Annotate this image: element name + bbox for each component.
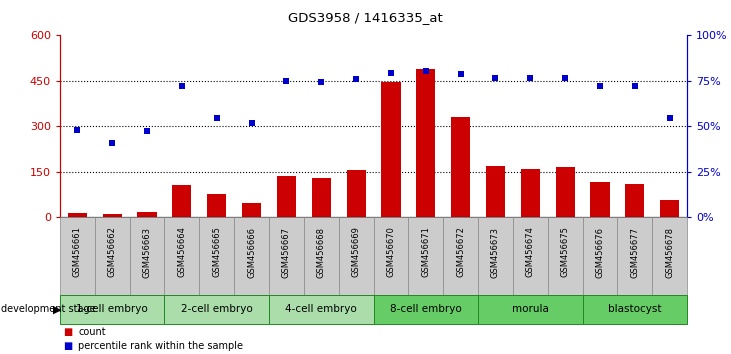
Text: GSM456670: GSM456670	[387, 227, 395, 278]
Bar	[618, 217, 652, 295]
Point	[524, 75, 536, 81]
Text: GSM456668: GSM456668	[317, 227, 326, 278]
Text: GSM456677: GSM456677	[630, 227, 640, 278]
Point	[420, 68, 431, 74]
Text: GSM456675: GSM456675	[561, 227, 569, 278]
Point	[594, 83, 606, 89]
Text: GSM456678: GSM456678	[665, 227, 674, 278]
Bar	[548, 217, 583, 295]
Bar	[68, 213, 87, 217]
Text: 1-cell embryo: 1-cell embryo	[76, 304, 148, 314]
Point	[141, 129, 153, 134]
Point	[316, 79, 327, 85]
Point	[106, 140, 118, 146]
Text: GSM456671: GSM456671	[421, 227, 431, 278]
Text: percentile rank within the sample: percentile rank within the sample	[78, 341, 243, 350]
Text: morula: morula	[512, 304, 549, 314]
Bar	[583, 217, 618, 295]
Point	[490, 75, 501, 81]
Text: GSM456662: GSM456662	[107, 227, 117, 278]
Bar	[478, 295, 583, 324]
Bar	[478, 217, 513, 295]
Text: GSM456664: GSM456664	[178, 227, 186, 278]
Bar	[60, 295, 164, 324]
Point	[559, 75, 571, 81]
Bar	[513, 217, 548, 295]
Point	[72, 127, 83, 133]
Text: 4-cell embryo: 4-cell embryo	[285, 304, 357, 314]
Text: GSM456669: GSM456669	[352, 227, 360, 278]
Bar	[451, 117, 470, 217]
Bar	[660, 200, 679, 217]
Point	[246, 120, 257, 125]
Bar	[346, 170, 366, 217]
Bar	[95, 217, 129, 295]
Bar	[338, 217, 374, 295]
Text: GSM456672: GSM456672	[456, 227, 465, 278]
Text: GSM456674: GSM456674	[526, 227, 535, 278]
Text: ■: ■	[64, 327, 73, 337]
Text: GSM456663: GSM456663	[143, 227, 151, 278]
Point	[455, 71, 466, 77]
Text: 8-cell embryo: 8-cell embryo	[390, 304, 462, 314]
Bar	[625, 184, 645, 217]
Bar	[311, 178, 331, 217]
Bar	[520, 169, 540, 217]
Point	[281, 78, 292, 84]
Text: GDS3958 / 1416335_at: GDS3958 / 1416335_at	[288, 11, 443, 24]
Bar	[269, 295, 374, 324]
Bar	[164, 295, 269, 324]
Bar	[583, 295, 687, 324]
Bar	[102, 214, 122, 217]
Bar	[374, 217, 409, 295]
Bar	[486, 166, 505, 217]
Bar	[556, 167, 575, 217]
Bar	[591, 182, 610, 217]
Bar	[234, 217, 269, 295]
Point	[176, 84, 188, 89]
Bar	[60, 217, 95, 295]
Bar	[129, 217, 164, 295]
Text: ■: ■	[64, 341, 73, 350]
Point	[211, 115, 222, 121]
Bar	[382, 82, 401, 217]
Bar	[269, 217, 304, 295]
Point	[385, 70, 397, 76]
Point	[664, 115, 675, 121]
Bar	[304, 217, 338, 295]
Text: ▶: ▶	[53, 304, 62, 314]
Text: development stage: development stage	[1, 304, 96, 314]
Text: GSM456661: GSM456661	[73, 227, 82, 278]
Bar	[200, 217, 234, 295]
Bar	[277, 176, 296, 217]
Text: GSM456666: GSM456666	[247, 227, 256, 278]
Bar	[374, 295, 478, 324]
Bar	[242, 204, 261, 217]
Text: GSM456667: GSM456667	[282, 227, 291, 278]
Text: blastocyst: blastocyst	[608, 304, 662, 314]
Bar	[164, 217, 200, 295]
Bar	[443, 217, 478, 295]
Bar	[137, 212, 156, 217]
Text: count: count	[78, 327, 106, 337]
Text: GSM456673: GSM456673	[491, 227, 500, 278]
Point	[629, 84, 640, 89]
Bar	[207, 194, 227, 217]
Text: GSM456676: GSM456676	[596, 227, 605, 278]
Bar	[173, 185, 192, 217]
Bar	[409, 217, 443, 295]
Text: 2-cell embryo: 2-cell embryo	[181, 304, 253, 314]
Text: GSM456665: GSM456665	[212, 227, 221, 278]
Point	[350, 76, 362, 82]
Bar	[416, 69, 436, 217]
Bar	[652, 217, 687, 295]
